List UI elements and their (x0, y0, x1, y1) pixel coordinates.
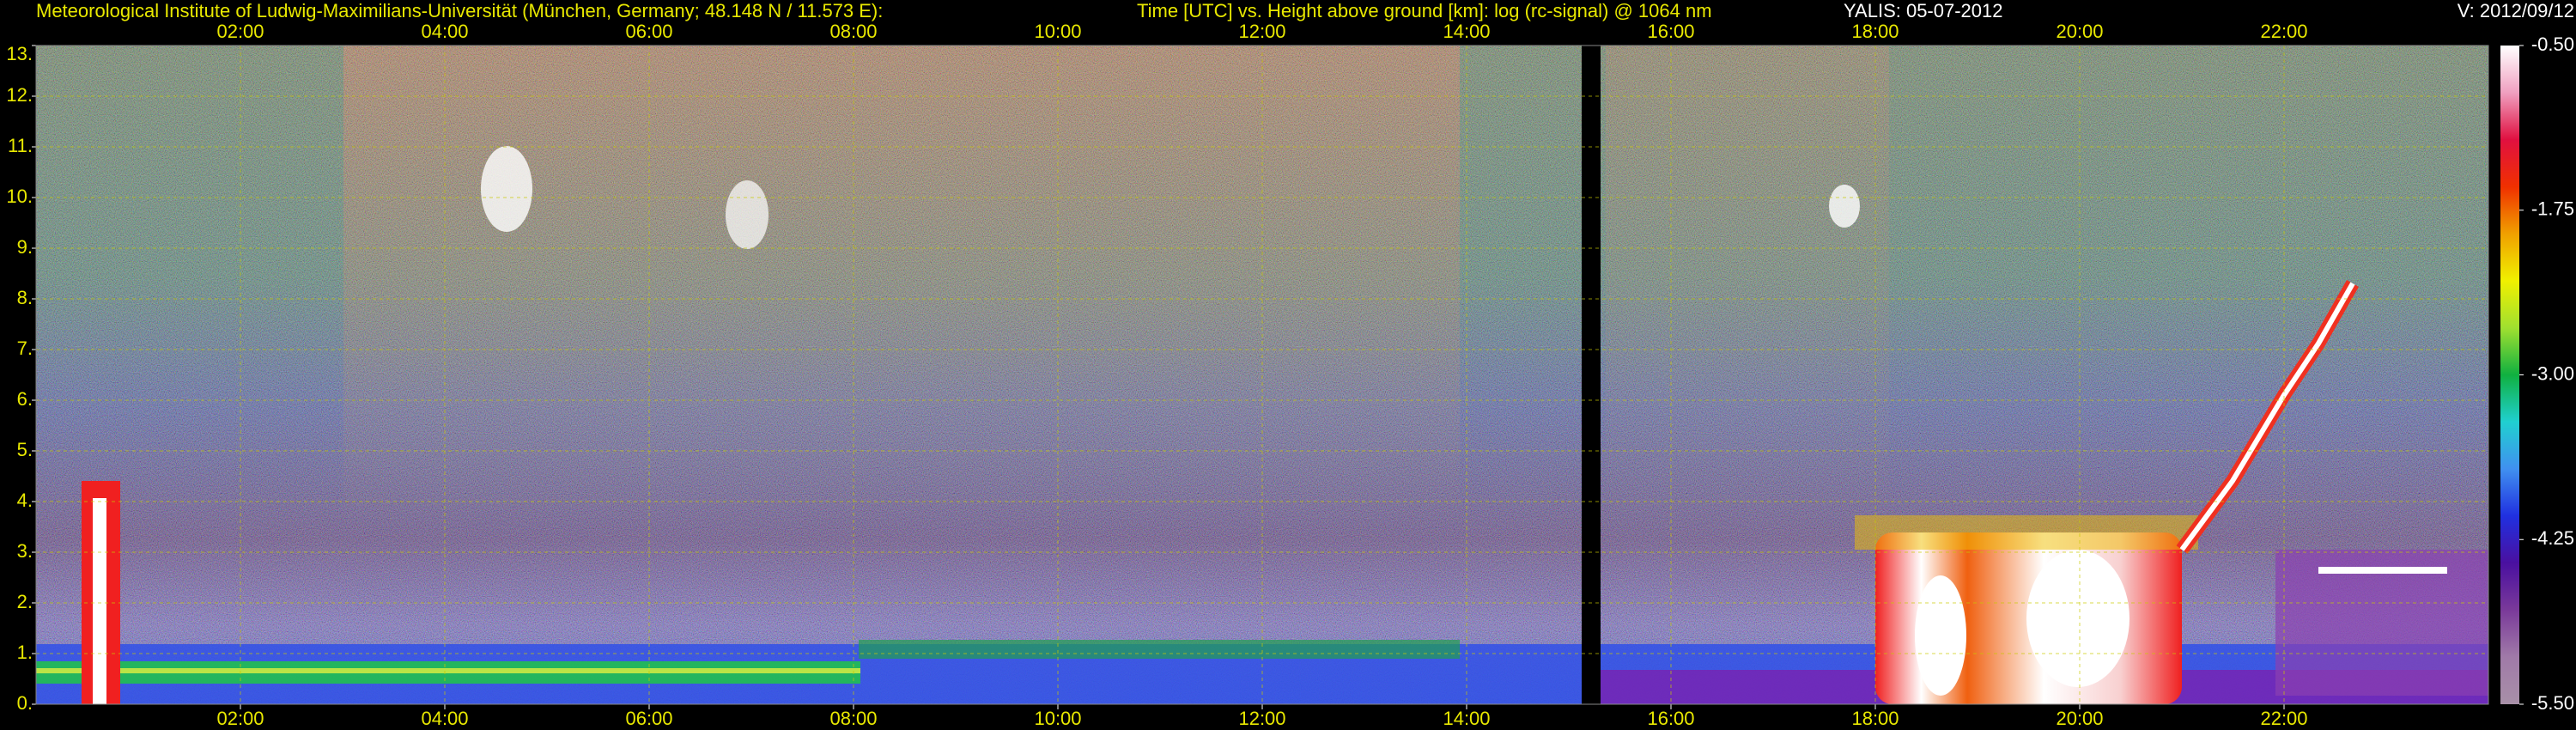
y-tick-label: 1. (17, 642, 33, 663)
cirrus (481, 146, 532, 232)
chart-subtitle: Time [UTC] vs. Height above ground [km]:… (1137, 0, 1712, 21)
x-tick-label: 12:00 (1238, 708, 1285, 729)
x-tick-label: 18:00 (1851, 21, 1899, 42)
plot-frame (35, 45, 2489, 705)
cirrus (1829, 185, 1860, 228)
rising-layer-core (2179, 282, 2355, 551)
colorbar-tick-label: -3.00 (2531, 362, 2574, 384)
y-tick-label: 3. (17, 540, 33, 562)
colorbar-tick-label: -0.50 (2531, 33, 2574, 55)
y-tick-label: 11. (8, 135, 33, 156)
y-tick-label: 4. (17, 490, 33, 511)
y-tick-label: 0. (17, 692, 33, 714)
chart-title: Meteorological Institute of Ludwig-Maxim… (36, 0, 883, 21)
colorbar (2500, 46, 2519, 704)
x-tick-label: 02:00 (216, 708, 264, 729)
x-tick-label: 22:00 (2260, 21, 2307, 42)
x-tick-label: 04:00 (421, 21, 468, 42)
x-tick-label: 06:00 (625, 708, 672, 729)
colorbar-tick-label: -1.75 (2531, 198, 2574, 220)
daytime-bl-top (859, 640, 1460, 659)
data-gap (1582, 46, 1601, 704)
x-tick-label: 08:00 (829, 708, 877, 729)
x-tick-label: 02:00 (216, 21, 264, 42)
colorbar-tick-label: -4.25 (2531, 527, 2574, 549)
version: V: 2012/09/12 (2458, 0, 2574, 21)
x-tick-label: 20:00 (2056, 708, 2103, 729)
cloud-base (2318, 567, 2447, 574)
y-tick-label: 10. (6, 186, 33, 207)
x-tick-label: 20:00 (2056, 21, 2103, 42)
colorbar-tick-label: -5.50 (2531, 692, 2574, 714)
y-tick-label: 9. (17, 236, 33, 258)
x-tick-label: 08:00 (829, 21, 877, 42)
x-tick-label: 18:00 (1851, 708, 1899, 729)
early-cloud-core (93, 498, 106, 704)
cloud-core (2026, 550, 2129, 687)
cloud-core (1915, 575, 1966, 696)
y-tick-label: 2. (17, 591, 33, 612)
annotation: YALIS: 05-07-2012 (1844, 0, 2003, 21)
x-tick-label: 16:00 (1647, 708, 1694, 729)
x-tick-label: 16:00 (1647, 21, 1694, 42)
residual-layer (2275, 550, 2488, 696)
x-tick-label: 06:00 (625, 21, 672, 42)
y-tick-label: 12. (6, 84, 33, 106)
x-tick-label: 10:00 (1034, 21, 1081, 42)
cloud-edge (1855, 515, 2198, 550)
x-tick-label: 22:00 (2260, 708, 2307, 729)
x-tick-label: 14:00 (1443, 21, 1490, 42)
cirrus (726, 180, 769, 249)
y-tick-label: 13. (6, 43, 33, 64)
aerosol-core (36, 668, 860, 673)
x-tick-label: 04:00 (421, 708, 468, 729)
y-tick-label: 5. (17, 439, 33, 460)
x-tick-label: 10:00 (1034, 708, 1081, 729)
y-tick-label: 8. (17, 287, 33, 308)
y-tick-label: 6. (17, 388, 33, 410)
x-tick-label: 14:00 (1443, 708, 1490, 729)
x-tick-label: 12:00 (1238, 21, 1285, 42)
y-tick-label: 7. (17, 338, 33, 359)
